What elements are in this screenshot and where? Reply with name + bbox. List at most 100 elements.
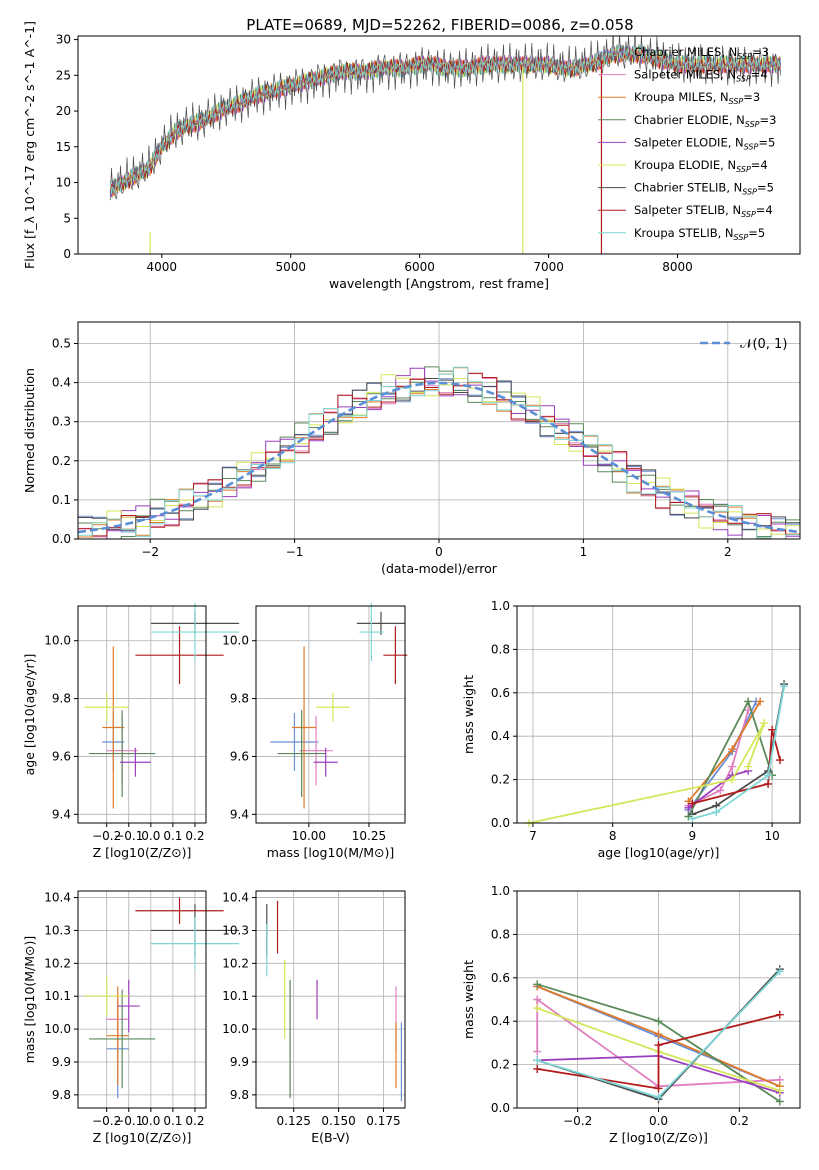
- axes-frame: [516, 605, 801, 824]
- x-tick-label: 0: [435, 545, 443, 559]
- x-tick-label: 0.125: [277, 1114, 311, 1128]
- x-tick-label: 0.2: [185, 829, 204, 843]
- x-axis-label: Z [log10(Z/Z⊙)]: [609, 1130, 708, 1145]
- weight-marker: [756, 697, 765, 706]
- y-tick-label: 10.4: [44, 891, 71, 905]
- spectrum-series-chabrier-stelib: [109, 36, 782, 201]
- y-tick-label: 0.3: [52, 415, 71, 429]
- weight-marker: [688, 814, 697, 823]
- legend-label: Kroupa STELIB, NSSP=5: [634, 226, 765, 242]
- weight-marker: [654, 1017, 663, 1026]
- histogram-lines: [78, 366, 800, 539]
- x-tick-label: 7000: [533, 260, 564, 274]
- y-tick-label: 0.0: [491, 1101, 510, 1115]
- x-tick-label: −0.2: [92, 1114, 121, 1128]
- weight-marker: [533, 1004, 542, 1013]
- x-tick-label: 0.175: [366, 1114, 400, 1128]
- weight-marker: [654, 1030, 663, 1039]
- x-axis-label: mass [log10(M/M⊙)]: [267, 845, 395, 860]
- axes-frame: [77, 35, 801, 255]
- y-tick-label: 0.4: [491, 729, 510, 743]
- y-axis-label: Normed distribution: [22, 368, 37, 493]
- y-tick-label: 0.6: [491, 686, 510, 700]
- spectrum-series-kroupa-stelib: [109, 44, 782, 195]
- y-tick-label: 9.6: [230, 749, 249, 763]
- legend-label: Kroupa ELODIE, NSSP=4: [634, 158, 768, 174]
- y-axis-label: Flux [f_λ 10^-17 erg cm^-2 s^-1 A^-1]: [22, 21, 37, 269]
- y-axis-label: age [log10(age/yr)]: [22, 654, 37, 776]
- x-tick-label: 2: [724, 545, 732, 559]
- legend-label: 𝒩(0, 1): [740, 337, 787, 352]
- weight-marker: [728, 775, 737, 784]
- panel-1: −2 −1 0 1 2 0.0 0.1 0.2 0.3 0.4 0.5 (data-model)/er…: [22, 321, 801, 576]
- legend-label: Salpeter MILES, NSSP=4: [634, 68, 768, 84]
- weight-marker: [775, 967, 784, 976]
- x-axis-label: (data-model)/error: [381, 561, 498, 576]
- weight-marker: [744, 697, 753, 706]
- x-tick-label: 6000: [404, 260, 435, 274]
- x-tick-label: 7: [529, 829, 537, 843]
- y-tick-label: 30: [56, 33, 71, 47]
- y-tick-label: 10.0: [222, 1022, 249, 1036]
- y-axis-label: mass weight: [461, 675, 476, 754]
- y-tick-label: 9.6: [52, 749, 71, 763]
- weight-marker: [728, 745, 737, 754]
- x-tick-label: 0.2: [730, 1114, 749, 1128]
- y-tick-label: 0.2: [491, 773, 510, 787]
- x-axis-label: Z [log10(Z/Z⊙)]: [93, 1130, 192, 1145]
- y-tick-label: 0.2: [52, 454, 71, 468]
- y-tick-label: 5: [63, 211, 71, 225]
- x-tick-label: 9: [689, 829, 697, 843]
- x-tick-label: 8000: [662, 260, 693, 274]
- y-tick-label: 0.4: [491, 1014, 510, 1028]
- y-tick-label: 20: [56, 104, 71, 118]
- weight-marker: [760, 719, 769, 728]
- x-axis-label: E(B-V): [311, 1130, 350, 1145]
- x-tick-label: −2: [141, 545, 159, 559]
- weight-marker: [654, 1084, 663, 1093]
- y-tick-label: 9.9: [52, 1055, 71, 1069]
- y-tick-label: 0.6: [491, 971, 510, 985]
- y-axis-label: mass [log10(M/M⊙)]: [22, 936, 37, 1064]
- weight-marker: [654, 1041, 663, 1050]
- y-tick-label: 9.8: [52, 1088, 71, 1102]
- axes-frame: [77, 605, 207, 824]
- x-tick-label: 0.0: [649, 1114, 668, 1128]
- weight-marker: [744, 762, 753, 771]
- panel-0: 4000 5000 6000 7000 8000 0 5 10 15 20 25 30 waveleng…: [22, 21, 801, 291]
- y-tick-label: 9.4: [52, 807, 71, 821]
- weight-marker: [775, 1097, 784, 1106]
- y-tick-label: 0.4: [52, 376, 71, 390]
- axes-frame: [255, 605, 406, 824]
- weight-marker: [712, 808, 721, 817]
- weight-marker: [768, 725, 777, 734]
- weight-line-kroupa-stelib: [692, 686, 785, 820]
- weight-marker: [776, 756, 785, 765]
- x-tick-label: −0.2: [563, 1114, 592, 1128]
- weight-marker: [764, 779, 773, 788]
- axes-frame: [516, 890, 801, 1109]
- y-tick-label: 0.2: [491, 1058, 510, 1072]
- y-axis-label: mass weight: [461, 960, 476, 1039]
- legend-label: Chabrier MILES, NSSP=3: [634, 45, 769, 61]
- y-tick-label: 10: [56, 176, 71, 190]
- x-tick-label: −0.1: [114, 1114, 143, 1128]
- panel-7: −0.2 0.0 0.2 0.0 0.2 0.4 0.6 0.8 1.0 Z [log10(Z/Z…: [461, 884, 801, 1145]
- axes-frame: [255, 890, 406, 1109]
- y-tick-label: 25: [56, 68, 71, 82]
- weight-marker: [533, 1047, 542, 1056]
- y-tick-label: 9.8: [230, 692, 249, 706]
- weight-marker: [654, 1093, 663, 1102]
- panel-6: 0.125 0.150 0.175 9.8 9.9 10.0 10.1 10.2 10.3 10.…: [222, 890, 406, 1145]
- legend-label: Salpeter ELODIE, NSSP=5: [634, 135, 775, 151]
- legend-label: Salpeter STELIB, NSSP=4: [634, 203, 773, 219]
- weight-line-salpeter-stelib: [692, 729, 781, 805]
- y-tick-label: 0.0: [491, 816, 510, 830]
- panel-3: 10.00 10.25 9.4 9.6 9.8 10.0 mass [log10(M/M⊙)…: [222, 603, 408, 860]
- x-tick-label: 0.2: [185, 1114, 204, 1128]
- weight-marker: [533, 980, 542, 989]
- axes-frame: [77, 321, 801, 540]
- normal-curve: [78, 381, 800, 534]
- weight-marker: [688, 799, 697, 808]
- y-tick-label: 10.2: [222, 956, 249, 970]
